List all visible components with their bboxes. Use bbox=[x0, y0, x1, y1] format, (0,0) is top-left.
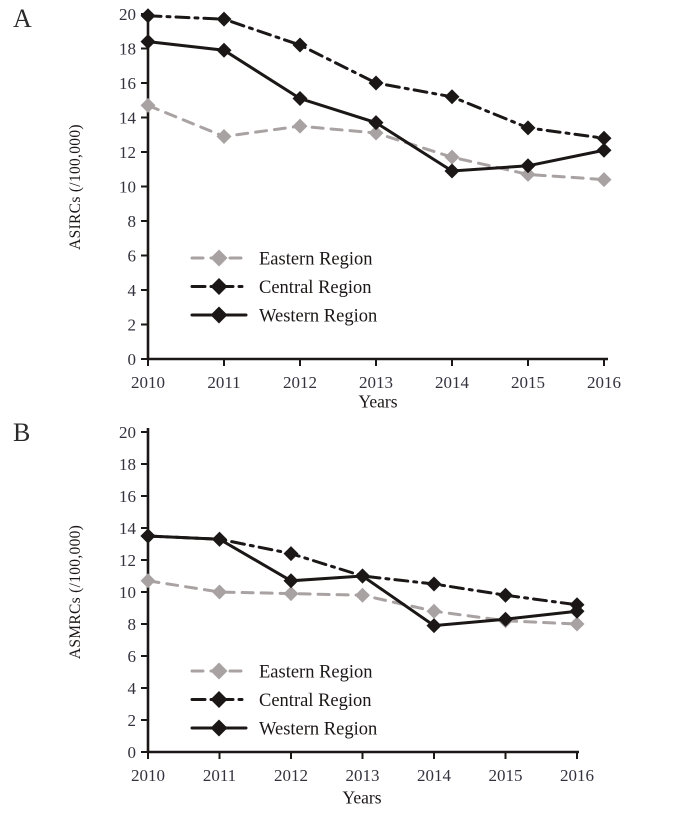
y-tick-label: 4 bbox=[128, 281, 137, 300]
legend-marker-eastern bbox=[210, 662, 228, 680]
data-point-marker-western bbox=[426, 618, 442, 634]
panel-b-x-axis-label: Years bbox=[342, 787, 382, 808]
y-tick-label: 4 bbox=[128, 679, 137, 698]
y-tick-label: 20 bbox=[119, 423, 136, 442]
data-point-marker-central bbox=[216, 11, 232, 27]
data-point-marker-eastern bbox=[596, 172, 612, 188]
data-point-marker-eastern bbox=[283, 586, 299, 602]
x-tick-label: 2013 bbox=[359, 373, 393, 392]
y-tick-label: 8 bbox=[128, 212, 137, 231]
legend-marker-western bbox=[210, 306, 228, 324]
data-point-marker-western bbox=[355, 568, 370, 584]
x-tick-label: 2016 bbox=[587, 373, 621, 392]
x-tick-label: 2016 bbox=[560, 766, 594, 785]
data-point-marker-eastern bbox=[292, 118, 308, 134]
y-tick-label: 14 bbox=[119, 519, 137, 538]
data-point-marker-western bbox=[140, 34, 156, 50]
x-tick-label: 2012 bbox=[283, 373, 317, 392]
legend-label-eastern: Eastern Region bbox=[259, 663, 373, 683]
y-tick-label: 8 bbox=[128, 615, 137, 634]
x-tick-label: 2010 bbox=[131, 766, 165, 785]
legend-label-eastern: Eastern Region bbox=[259, 250, 373, 270]
data-point-marker-western bbox=[569, 603, 585, 619]
y-tick-label: 12 bbox=[119, 551, 136, 570]
y-tick-label: 18 bbox=[119, 40, 136, 59]
legend-label-central: Central Region bbox=[259, 691, 372, 711]
data-point-marker-central bbox=[426, 576, 442, 592]
x-tick-label: 2014 bbox=[417, 766, 452, 785]
data-point-marker-eastern bbox=[140, 573, 156, 589]
panel-b-letter: B bbox=[13, 418, 31, 447]
y-tick-label: 6 bbox=[128, 647, 137, 666]
x-tick-label: 2011 bbox=[207, 373, 240, 392]
data-point-marker-central bbox=[140, 8, 156, 24]
x-tick-label: 2015 bbox=[489, 766, 523, 785]
data-point-marker-central bbox=[368, 75, 384, 91]
y-tick-label: 16 bbox=[119, 74, 136, 93]
data-point-marker-eastern bbox=[569, 616, 585, 632]
series-line-western bbox=[146, 40, 606, 173]
data-point-marker-central bbox=[283, 546, 299, 562]
legend-marker-central bbox=[210, 278, 228, 295]
x-tick-label: 2011 bbox=[203, 766, 236, 785]
x-tick-label: 2010 bbox=[131, 373, 165, 392]
y-tick-label: 16 bbox=[119, 487, 136, 506]
data-point-marker-eastern bbox=[444, 149, 460, 165]
data-point-marker-eastern bbox=[216, 128, 232, 144]
y-tick-label: 0 bbox=[128, 743, 137, 762]
data-point-marker-central bbox=[596, 130, 612, 146]
panel-a-letter: A bbox=[13, 4, 32, 33]
data-point-marker-eastern bbox=[426, 603, 442, 619]
data-point-marker-central bbox=[444, 89, 460, 105]
y-tick-label: 0 bbox=[128, 350, 137, 369]
data-point-marker-western bbox=[444, 163, 460, 179]
x-tick-label: 2013 bbox=[346, 766, 380, 785]
panel-a-y-axis-label: ASIRCs (/100,000) bbox=[67, 124, 84, 250]
data-point-marker-central bbox=[292, 37, 308, 53]
legend-marker-central bbox=[210, 691, 228, 708]
data-point-marker-eastern bbox=[140, 97, 156, 113]
data-point-marker-western bbox=[368, 115, 384, 131]
panel-b-y-axis-label: ASMRCs (/100,000) bbox=[67, 524, 84, 660]
data-point-marker-western bbox=[520, 158, 536, 174]
y-tick-label: 12 bbox=[119, 143, 136, 162]
x-tick-label: 2014 bbox=[435, 373, 470, 392]
data-point-marker-western bbox=[212, 531, 227, 547]
y-tick-label: 2 bbox=[128, 316, 137, 335]
x-tick-label: 2015 bbox=[511, 373, 545, 392]
legend-label-western: Western Region bbox=[259, 720, 377, 740]
data-point-marker-central bbox=[520, 120, 536, 136]
y-tick-label: 14 bbox=[119, 109, 137, 128]
y-tick-label: 20 bbox=[119, 5, 136, 24]
legend-label-western: Western Region bbox=[259, 307, 377, 327]
y-tick-label: 10 bbox=[119, 178, 136, 197]
data-point-marker-western bbox=[292, 91, 308, 107]
data-point-marker-eastern bbox=[520, 166, 536, 182]
data-point-marker-eastern bbox=[212, 584, 227, 600]
y-tick-label: 2 bbox=[128, 711, 137, 730]
data-point-marker-western bbox=[596, 142, 612, 158]
data-point-marker-western bbox=[283, 573, 299, 589]
legend-label-central: Central Region bbox=[259, 278, 372, 298]
data-point-marker-central bbox=[498, 587, 513, 603]
panel-a-x-axis-label: Years bbox=[358, 391, 398, 412]
legend-marker-eastern bbox=[210, 249, 228, 267]
y-tick-label: 18 bbox=[119, 455, 136, 474]
legend-marker-western bbox=[210, 719, 228, 737]
x-tick-label: 2012 bbox=[274, 766, 308, 785]
data-point-marker-eastern bbox=[368, 125, 384, 141]
data-point-marker-western bbox=[216, 42, 232, 58]
y-tick-label: 10 bbox=[119, 583, 136, 602]
data-point-marker-eastern bbox=[355, 587, 370, 603]
y-tick-label: 6 bbox=[128, 247, 137, 266]
data-point-marker-western bbox=[498, 611, 513, 627]
data-point-marker-western bbox=[140, 528, 156, 544]
